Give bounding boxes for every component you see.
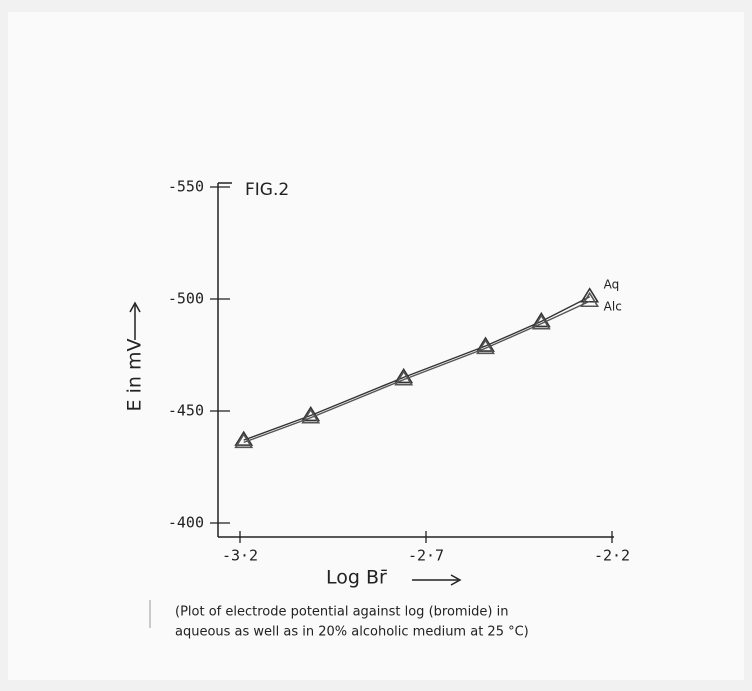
caption-line: aqueous as well as in 20% alcoholic medi… [175,625,529,640]
triangle-marker [531,314,551,330]
x-tick-label: -3·2 [222,547,258,565]
legend-label: Alc [604,300,622,314]
y-tick-label: -450 [168,402,204,420]
caption-line: (Plot of electrode potential against log… [175,605,508,620]
y-tick-label: -400 [168,514,204,532]
triangle-marker [394,370,414,386]
y-tick-label: -500 [168,290,204,308]
series-line [243,296,590,441]
triangle-marker [531,311,551,328]
y-label: E in mV [124,339,146,412]
legend-label: Aq [604,277,620,291]
triangle-marker [234,430,254,446]
paper [8,12,744,680]
x-tick-label: -2·2 [594,547,630,565]
triangle-marker [476,336,495,352]
triangle-marker [476,338,495,355]
x-label: Log Br̄ [326,567,388,589]
y-arrow-head [129,301,141,313]
triangle-marker [580,291,600,308]
triangle-marker [234,432,254,449]
triangle-marker [394,367,414,384]
x-arrow-head [450,574,462,586]
x-tick-label: -2·7 [408,547,444,565]
triangle-marker [301,405,321,422]
y-label-group: E in mV [124,339,146,412]
chart-title: FIG.2 [245,180,289,200]
series-line [243,300,590,444]
triangle-marker [301,408,321,424]
y-tick-label: -550 [168,178,204,196]
